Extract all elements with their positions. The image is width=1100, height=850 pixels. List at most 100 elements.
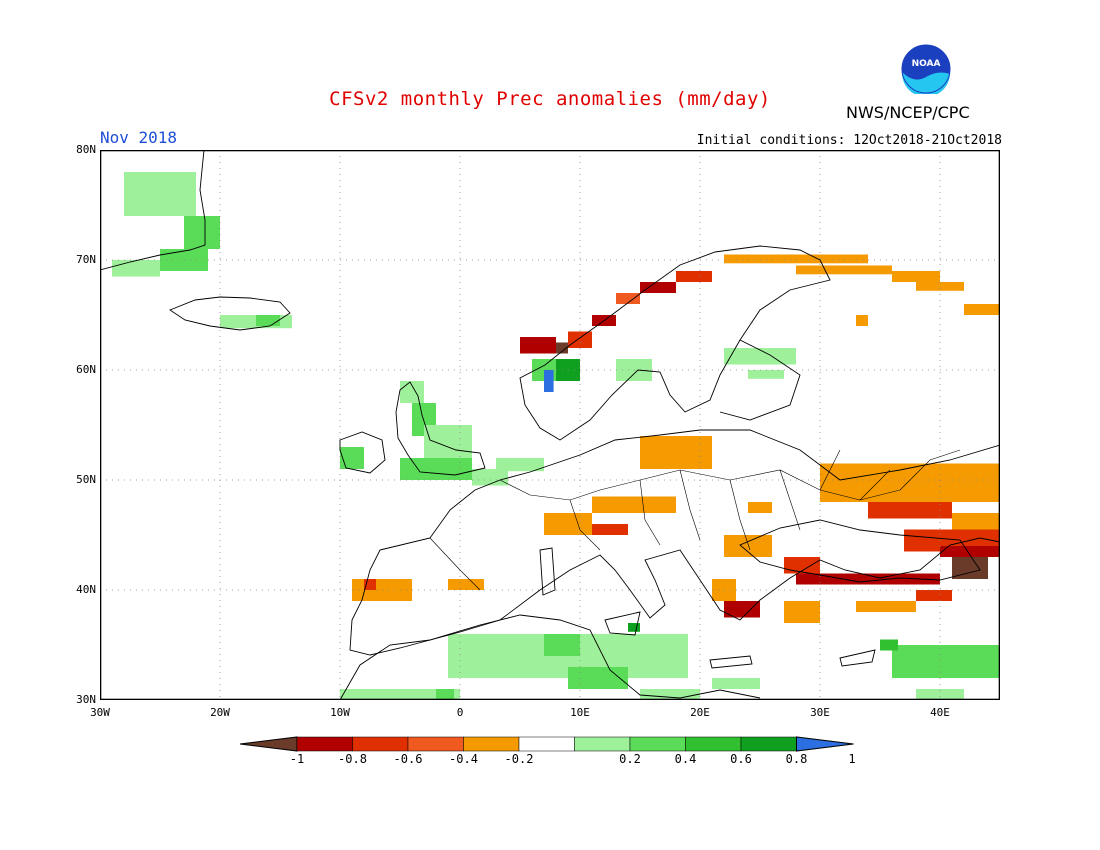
anomaly-cell: [112, 260, 160, 277]
noaa-logo-text: NOAA: [912, 59, 941, 69]
initial-conditions: Initial conditions: 12Oct2018-21Oct2018: [696, 133, 1002, 148]
anomaly-cell: [364, 579, 376, 590]
anomaly-cell: [640, 436, 712, 469]
anomaly-cell: [616, 293, 640, 304]
anomaly-cell: [568, 331, 592, 348]
precipitation-anomaly-map: [100, 150, 1000, 700]
legend-tick-label: -0.2: [504, 752, 534, 766]
anomaly-cell: [724, 254, 868, 264]
anomaly-cell: [556, 342, 568, 354]
anomaly-cell: [184, 216, 220, 249]
anomaly-cell: [880, 639, 898, 651]
anomaly-cell: [916, 590, 952, 601]
anomaly-cell: [952, 513, 1000, 530]
anomaly-cell: [544, 513, 592, 535]
legend-swatch: [740, 736, 797, 752]
anomaly-cell: [820, 463, 1000, 502]
anomaly-cell: [856, 601, 916, 612]
anomaly-cell: [340, 447, 364, 469]
ireland-coast: [339, 431, 386, 474]
anomaly-cell: [712, 678, 760, 689]
legend-swatch: [296, 736, 353, 752]
legend-high-arrow: [796, 736, 854, 752]
longitude-label: 10W: [330, 706, 350, 719]
anomaly-cell: [724, 535, 772, 557]
country-borders: [379, 449, 961, 591]
chart-title: CFSv2 monthly Prec anomalies (mm/day): [329, 88, 771, 110]
latitude-label: 70N: [76, 253, 96, 266]
latitude-label: 30N: [76, 693, 96, 706]
forecast-month: Nov 2018: [100, 128, 178, 147]
legend-tick-label: -0.4: [449, 752, 478, 766]
coastlines: [100, 150, 1000, 700]
latitude-label: 60N: [76, 363, 96, 376]
longitude-label: 20E: [690, 706, 710, 719]
anomaly-cell: [544, 634, 580, 656]
anomaly-cell: [856, 315, 868, 326]
longitude-label: 30W: [90, 706, 110, 719]
latitude-label: 80N: [76, 143, 96, 156]
legend-swatch: [574, 736, 631, 752]
organization-label: NWS/NCEP/CPC: [846, 103, 970, 122]
anomaly-cell: [868, 502, 952, 519]
anomaly-cell: [796, 265, 892, 275]
greenland-coast: [100, 150, 206, 271]
anomaly-cell: [952, 557, 988, 579]
anomaly-cell: [784, 557, 820, 574]
legend-swatch: [685, 736, 742, 752]
anomaly-cell: [448, 579, 484, 590]
legend-swatch: [518, 736, 575, 752]
anomaly-cell: [256, 315, 280, 326]
anomaly-cell: [784, 601, 820, 623]
continent-coast: [349, 429, 1000, 656]
anomaly-cell: [676, 271, 712, 282]
anomaly-cell: [124, 172, 196, 216]
anomaly-cell: [592, 524, 628, 535]
anomaly-cell: [424, 425, 472, 458]
longitude-label: 40E: [930, 706, 950, 719]
anomaly-cell: [544, 370, 554, 392]
anomaly-cell: [340, 689, 460, 700]
legend-tick-label: 0.8: [785, 752, 808, 766]
sicily: [604, 611, 641, 636]
map-grid: [100, 150, 1000, 700]
africa-coast: [339, 614, 761, 700]
anomaly-cell: [640, 689, 700, 700]
anomaly-cell: [592, 496, 676, 513]
anomaly-cell: [436, 689, 454, 700]
legend-colorbar: [240, 736, 854, 752]
legend-tick-label: -1: [289, 752, 305, 766]
black-sea-coast: [739, 519, 981, 583]
anomaly-cell: [400, 458, 472, 480]
legend-swatch: [463, 736, 520, 752]
legend-tick-label: -0.8: [338, 752, 367, 766]
crete: [709, 655, 753, 669]
iceland-coast: [169, 296, 291, 331]
anomaly-cell: [400, 381, 424, 403]
sardinia-corsica: [539, 547, 556, 596]
britain-coast: [395, 381, 486, 476]
anomaly-cell: [724, 601, 760, 618]
legend-tick-label: 0.2: [619, 752, 641, 766]
legend-tick-label: 0.6: [730, 752, 752, 766]
anomaly-cell: [520, 337, 556, 354]
anomaly-cell: [892, 271, 940, 282]
anomaly-cell: [892, 645, 1000, 678]
longitude-label: 10E: [570, 706, 590, 719]
noaa-logo: NOAA: [901, 44, 951, 94]
anomaly-cell: [940, 546, 1000, 557]
latitude-label: 50N: [76, 473, 96, 486]
anomaly-cell: [640, 282, 676, 293]
anomaly-cell: [472, 469, 508, 486]
anomaly-cell: [628, 623, 640, 632]
anomaly-cell: [964, 304, 1000, 315]
longitude-label: 0: [456, 706, 464, 719]
map-frame: [100, 150, 1000, 700]
scandinavia-coast: [519, 245, 831, 441]
anomaly-cell: [916, 282, 964, 291]
anomaly-cell: [916, 689, 964, 700]
longitude-label: 20W: [210, 706, 230, 719]
latitude-label: 40N: [76, 583, 96, 596]
legend-swatch: [352, 736, 409, 752]
longitude-label: 30E: [810, 706, 830, 719]
